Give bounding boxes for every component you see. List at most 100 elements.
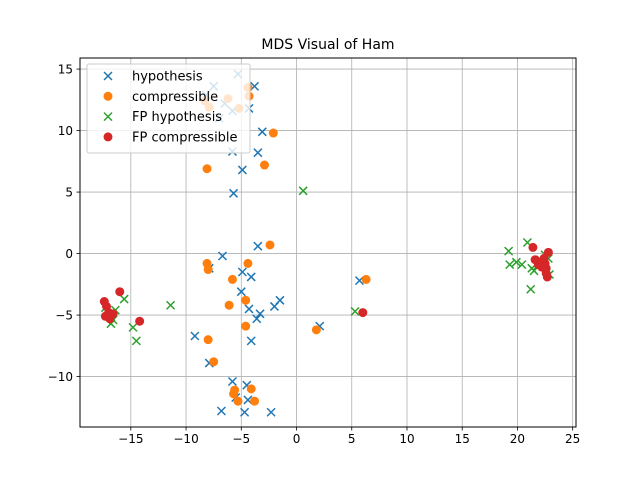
legend-label: FP hypothesis xyxy=(132,110,222,125)
y-tick-label: 15 xyxy=(58,62,73,76)
data-point-stroke xyxy=(526,284,536,294)
legend: hypothesis compressible FP hypothesis FP co… xyxy=(86,63,251,154)
legend-marker xyxy=(103,71,113,81)
y-tick-label: −10 xyxy=(48,370,73,384)
data-point xyxy=(216,406,226,416)
data-point-stroke xyxy=(257,127,267,137)
data-point xyxy=(229,389,239,399)
data-point-stroke xyxy=(217,251,228,261)
data-point-stroke xyxy=(298,186,308,196)
data-point xyxy=(266,407,276,417)
legend-label: compressible xyxy=(132,90,218,105)
y-tick-label: 10 xyxy=(58,124,73,138)
data-point xyxy=(233,396,243,406)
data-point xyxy=(243,258,253,268)
data-point xyxy=(350,306,360,316)
data-point-stroke xyxy=(236,287,246,297)
data-point xyxy=(108,309,118,319)
x-tick-label: −5 xyxy=(232,432,250,446)
data-point xyxy=(505,260,515,270)
axis-ticks: −15 −10 −5 0 5 10 15 20 25 −10 −5 0 5 10 15 xyxy=(48,62,581,446)
data-point xyxy=(217,251,228,261)
data-point xyxy=(227,274,237,284)
data-point xyxy=(224,300,234,310)
data-point xyxy=(250,396,260,406)
data-point-stroke xyxy=(511,257,521,267)
data-point xyxy=(542,272,552,282)
data-point xyxy=(265,240,275,250)
data-point-stroke xyxy=(242,380,252,390)
data-point-stroke xyxy=(243,395,253,405)
data-point-stroke xyxy=(246,272,256,282)
series-3 xyxy=(99,242,553,326)
data-point xyxy=(203,265,213,275)
data-point xyxy=(528,242,538,252)
chart-title: MDS Visual of Ham xyxy=(261,37,394,53)
y-tick-label: −5 xyxy=(55,308,73,322)
x-tick-label: 20 xyxy=(510,432,525,446)
data-point xyxy=(517,260,527,270)
data-point-stroke xyxy=(244,304,254,314)
data-point xyxy=(257,127,267,137)
data-point-stroke xyxy=(166,300,176,310)
data-point-stroke xyxy=(246,336,256,346)
data-point xyxy=(311,325,321,335)
data-point-stroke xyxy=(350,306,360,316)
x-tick-label: 15 xyxy=(455,432,470,446)
data-point-stroke xyxy=(227,376,237,387)
data-point xyxy=(253,148,263,158)
data-point xyxy=(166,300,176,310)
data-point xyxy=(244,304,254,314)
data-point xyxy=(259,160,269,170)
data-point-stroke xyxy=(255,309,265,319)
data-point xyxy=(269,301,279,311)
data-point xyxy=(241,321,251,331)
data-point xyxy=(252,314,262,324)
data-point xyxy=(246,336,256,346)
data-point-stroke xyxy=(252,314,262,324)
x-tick-label: 5 xyxy=(348,432,356,446)
data-point-stroke xyxy=(269,301,279,311)
legend-marker-stroke xyxy=(103,71,113,81)
data-point-stroke xyxy=(237,267,247,277)
legend-label: hypothesis xyxy=(132,70,203,85)
data-point-stroke xyxy=(237,165,247,175)
data-point xyxy=(209,357,219,367)
data-point xyxy=(241,295,251,305)
data-point-stroke xyxy=(266,407,276,417)
y-tick-label: 0 xyxy=(65,247,73,261)
data-point xyxy=(203,335,213,345)
data-point-stroke xyxy=(504,246,514,256)
data-point xyxy=(240,407,250,417)
data-point xyxy=(298,186,308,196)
data-point xyxy=(511,257,521,267)
plot-frame xyxy=(79,57,577,428)
x-tick-label: −15 xyxy=(118,432,143,446)
data-point xyxy=(526,284,536,294)
data-point xyxy=(115,287,125,297)
data-point-stroke xyxy=(240,407,250,417)
legend-marker xyxy=(103,112,113,122)
data-point xyxy=(229,188,239,198)
data-point-stroke xyxy=(522,237,532,248)
data-point xyxy=(237,165,247,175)
x-tick-label: −10 xyxy=(173,432,198,446)
data-point xyxy=(246,384,256,394)
x-tick-label: 25 xyxy=(565,432,580,446)
data-point-stroke xyxy=(128,322,138,332)
x-tick-label: 10 xyxy=(399,432,414,446)
data-point xyxy=(540,258,550,268)
legend-marker xyxy=(103,91,113,101)
legend-label: FP compressible xyxy=(132,130,238,145)
data-point xyxy=(255,309,265,319)
data-point-stroke xyxy=(253,148,263,158)
data-point xyxy=(236,287,246,297)
data-point-stroke xyxy=(119,294,129,304)
data-point xyxy=(119,294,129,304)
legend-box xyxy=(86,63,251,154)
data-point xyxy=(135,316,145,326)
data-point-stroke xyxy=(253,241,263,251)
data-point-stroke xyxy=(517,260,527,270)
data-point xyxy=(358,308,368,318)
